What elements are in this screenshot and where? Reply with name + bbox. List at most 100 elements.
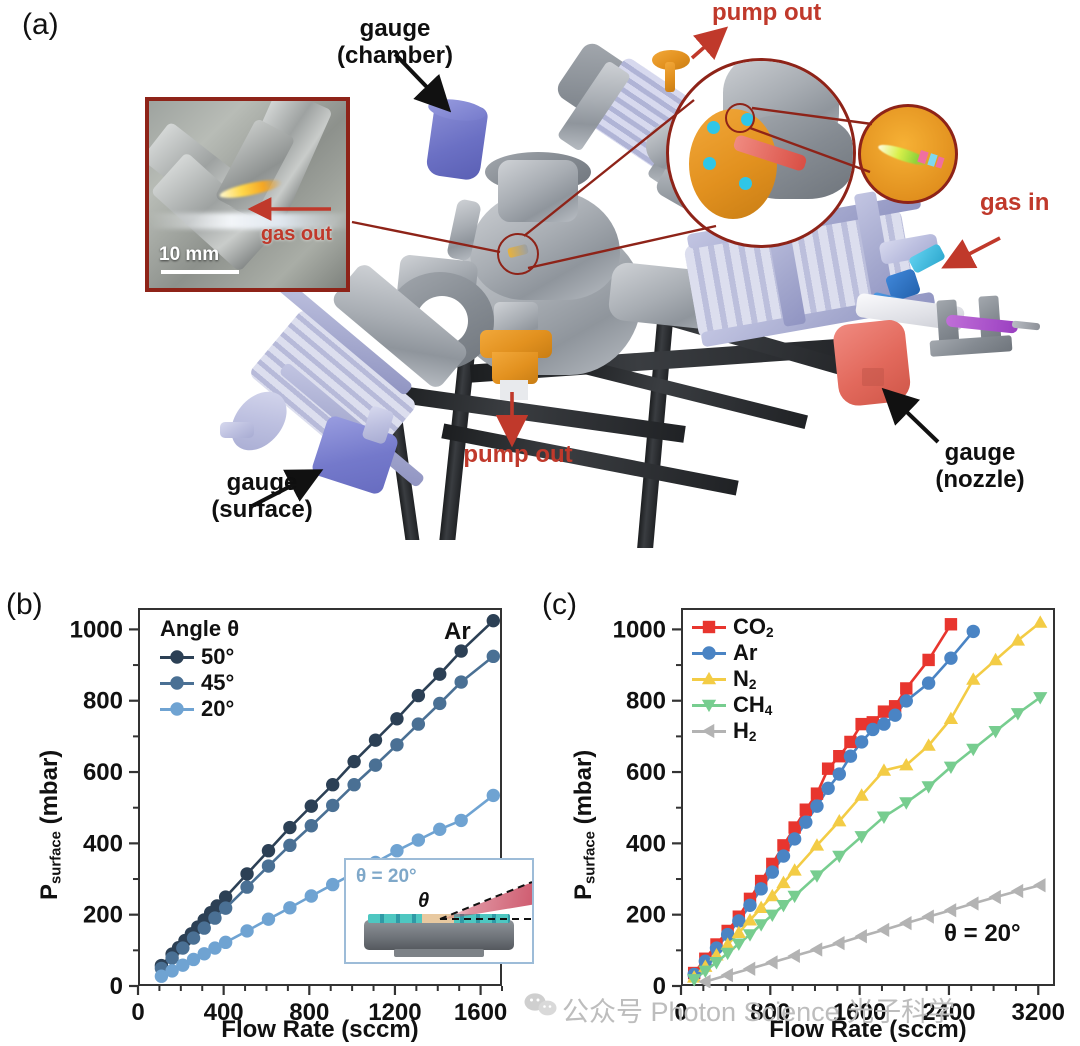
panel-b-gas-annotation: Ar — [444, 618, 471, 645]
legend-swatch — [160, 676, 194, 690]
callout-circle-inner — [725, 103, 755, 133]
legend-label: CO2 — [733, 614, 774, 640]
callout-circle-large — [666, 58, 856, 248]
callout-circle-nozzle-zoom — [858, 104, 958, 204]
inset-theta-symbol: θ — [418, 890, 430, 912]
wechat-glyph — [524, 993, 557, 1016]
legend-title-b: Angle θ — [160, 616, 240, 641]
ylabel-unit-c: (mbar) — [570, 749, 597, 832]
panel-b-ylabel: Psurface (mbar) — [36, 750, 64, 900]
gauge-nozzle-label — [862, 368, 884, 386]
legend-swatch — [692, 646, 726, 660]
legend-swatch — [692, 723, 726, 739]
inset-substrate — [364, 920, 514, 950]
ylabel-sub-c: surface — [582, 831, 599, 884]
legend-label-main: Ar — [733, 640, 758, 665]
pump-outlet-bottom — [500, 380, 528, 400]
panel-a-tag: (a) — [22, 8, 59, 41]
legend-swatch — [160, 702, 194, 716]
legend-label-sub: 2 — [748, 677, 757, 692]
legend-label: N2 — [733, 666, 756, 692]
svg-text:400: 400 — [626, 830, 666, 857]
panel-c-theta-annotation: θ = 20° — [944, 920, 1021, 947]
svg-text:1000: 1000 — [70, 616, 123, 643]
photo-specular-streak — [149, 213, 346, 229]
legend-label: Ar — [733, 640, 757, 666]
legend-item-20[interactable]: 20° — [160, 696, 239, 722]
panel-b-xlabel: Flow Rate (sccm) — [221, 1016, 419, 1043]
label-gauge-surface: gauge (surface) — [172, 469, 352, 524]
gauge-nozzle-body — [831, 318, 913, 408]
svg-text:800: 800 — [626, 688, 666, 715]
pump-nozzle-bottom — [492, 352, 538, 384]
panel-b-inset: θ = 20° θ — [344, 858, 534, 964]
svg-text:200: 200 — [626, 902, 666, 929]
inset-substrate-base — [394, 949, 484, 957]
svg-text:600: 600 — [626, 759, 666, 786]
panel-c-chart: (c) Psurface (mbar) 0 800 1600 2400 3200 0 200… — [540, 570, 1080, 1046]
ylabel-main-c: P — [570, 883, 597, 900]
photo-arrow-svg — [247, 197, 331, 221]
svg-text:1000: 1000 — [613, 616, 666, 643]
svg-text:0: 0 — [110, 973, 123, 1000]
panel-b-tag: (b) — [6, 588, 43, 621]
panel-c-tag: (c) — [542, 588, 577, 621]
panel-b-series-svg — [154, 614, 500, 983]
legend-item-50[interactable]: 50° — [160, 644, 239, 670]
legend-item-co2[interactable]: CO2 — [692, 614, 774, 640]
label-gas-in: gas in — [980, 189, 1050, 216]
legend-label: CH4 — [733, 692, 772, 718]
label-gauge-nozzle-line2: (nozzle) — [935, 465, 1025, 493]
panel-c-plot-frame — [681, 608, 1055, 988]
label-pump-out-bottom: pump out — [463, 441, 573, 468]
panel-c-ylabel: Psurface (mbar) — [570, 750, 598, 900]
legend-label: 50° — [201, 644, 235, 669]
ylabel-main-b: P — [36, 883, 63, 900]
inset-sample-center — [422, 914, 454, 923]
panel-c-legend: CO2 Ar N2 CH4 H2 — [692, 614, 774, 744]
legend-label-sub: 2 — [748, 729, 757, 744]
label-gauge-nozzle-line1: gauge — [944, 439, 1016, 466]
legend-label-main: N — [733, 666, 749, 691]
photo-scale-text: 10 mm — [159, 244, 220, 265]
svg-text:200: 200 — [83, 902, 123, 929]
legend-label: 20° — [201, 696, 235, 721]
svg-text:600: 600 — [83, 759, 123, 786]
label-gauge-nozzle: gauge (nozzle) — [890, 439, 1070, 494]
pump-knob-orange — [652, 50, 690, 70]
legend-label: 45° — [201, 670, 235, 695]
panel-b-chart: (b) Psurface (mbar) 0 400 800 1200 1600 0 200 4… — [0, 570, 540, 1046]
chamber-top-port — [498, 160, 578, 222]
ylabel-unit-b: (mbar) — [36, 749, 63, 832]
legend-item-ar[interactable]: Ar — [692, 640, 774, 666]
legend-swatch — [692, 671, 726, 685]
panel-c-series-svg — [687, 615, 1048, 988]
legend-label: H2 — [733, 718, 756, 744]
legend-label-main: CH — [733, 692, 765, 717]
photo-inset-nozzle: gas out 10 mm — [145, 97, 350, 292]
svg-text:400: 400 — [83, 830, 123, 857]
legend-swatch — [692, 620, 726, 634]
label-gauge-chamber-line2: (chamber) — [336, 41, 454, 69]
label-gauge-chamber-line1: gauge — [359, 15, 431, 42]
legend-label-sub: 4 — [764, 703, 773, 718]
panel-c-xlabel: Flow Rate (sccm) — [769, 1016, 967, 1043]
legend-label-main: H — [733, 718, 749, 743]
watermark-text: 公众号 Photon Science 光子科学 — [562, 997, 956, 1027]
inset-angle-lines — [439, 881, 532, 920]
label-gauge-chamber: gauge (chamber) — [300, 15, 490, 70]
legend-swatch — [692, 699, 726, 713]
surface-end-stub — [220, 422, 254, 438]
legend-item-45[interactable]: 45° — [160, 670, 239, 696]
label-gauge-surface-line2: (surface) — [211, 495, 313, 523]
ylabel-sub-b: surface — [48, 831, 65, 884]
legend-item-n2[interactable]: N2 — [692, 666, 774, 692]
svg-text:800: 800 — [83, 688, 123, 715]
legend-label-sub: 2 — [766, 625, 774, 640]
pump-knob-stem — [665, 62, 675, 92]
legend-item-h2[interactable]: H2 — [692, 718, 774, 744]
label-gauge-surface-line1: gauge — [226, 469, 298, 496]
legend-item-ch4[interactable]: CH4 — [692, 692, 774, 718]
inset-label-theta: θ = 20° — [356, 866, 417, 887]
